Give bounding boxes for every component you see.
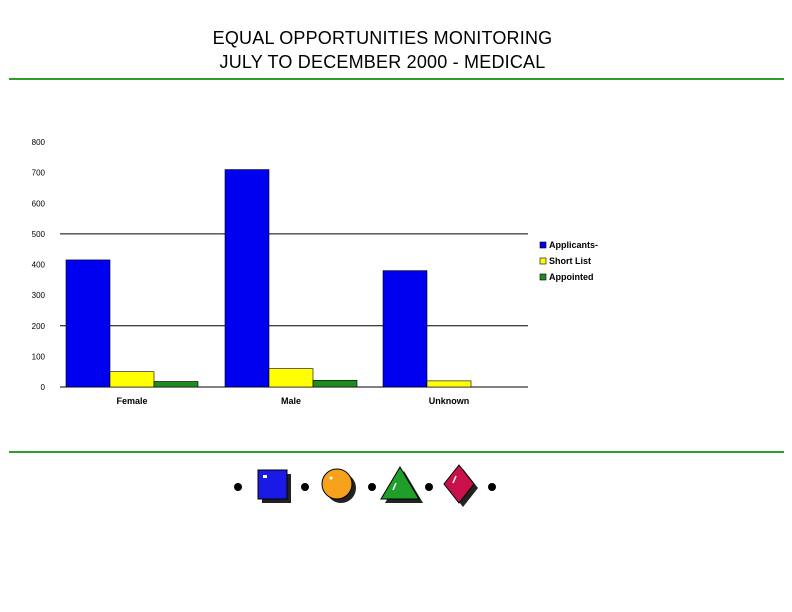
chart-title-line-2: JULY TO DECEMBER 2000 - MEDICAL: [219, 52, 546, 72]
x-category-label: Male: [281, 396, 301, 406]
orange-circle-icon: [321, 468, 353, 500]
bar-short-list: [268, 368, 314, 388]
y-tick-label: 200: [32, 322, 46, 331]
y-tick-label: 800: [32, 138, 46, 147]
bar-short-list: [109, 371, 155, 388]
x-category-label: Female: [116, 396, 147, 406]
red-diamond-highlight: [452, 475, 457, 484]
red-diamond-icon: [443, 464, 475, 504]
legend-swatch: [539, 241, 547, 249]
y-tick-label: 500: [32, 230, 46, 239]
blue-square-highlight: [263, 475, 267, 478]
y-tick-label: 0: [41, 383, 46, 392]
bullet-dot-icon: [368, 483, 376, 491]
y-tick-label: 700: [32, 169, 46, 178]
orange-circle-highlight: [329, 476, 333, 480]
bar-appointed: [153, 381, 199, 388]
y-tick-label: 100: [32, 352, 46, 361]
y-tick-label: 600: [32, 199, 46, 208]
bar-short-list: [426, 380, 472, 388]
chart-title-line-1: EQUAL OPPORTUNITIES MONITORING: [212, 28, 553, 48]
green-triangle-highlight: [392, 482, 397, 491]
bullet-dot-icon: [301, 483, 309, 491]
green-triangle-icon: [380, 466, 420, 500]
bar-applicants: [382, 270, 428, 388]
y-tick-label: 300: [32, 291, 46, 300]
bullet-dot-icon: [425, 483, 433, 491]
y-tick-label: 400: [32, 261, 46, 270]
top-divider: [9, 78, 784, 80]
legend-swatch: [539, 273, 547, 281]
legend-label: Short List: [549, 256, 591, 266]
legend-label: Appointed: [549, 272, 594, 282]
bar-applicants: [224, 169, 270, 388]
legend-label: Applicants-: [549, 240, 598, 250]
x-category-label: Unknown: [429, 396, 470, 406]
bar-appointed: [312, 379, 358, 388]
bullet-dot-icon: [488, 483, 496, 491]
bullet-dot-icon: [234, 483, 242, 491]
bar-applicants: [65, 259, 111, 388]
blue-square-icon: [257, 469, 288, 500]
legend-swatch: [539, 257, 547, 265]
bottom-divider: [9, 451, 784, 453]
